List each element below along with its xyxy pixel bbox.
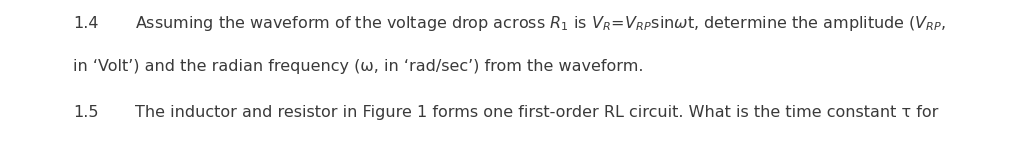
Text: 1.4: 1.4: [73, 16, 99, 31]
Text: in ‘Volt’) and the radian frequency (ω, in ‘rad/sec’) from the waveform.: in ‘Volt’) and the radian frequency (ω, …: [73, 59, 643, 74]
Text: Assuming the waveform of the voltage drop across $R_1$ is $V_R\!=\!V_{RP}$sin$\o: Assuming the waveform of the voltage dro…: [135, 14, 945, 33]
Text: 1.5: 1.5: [73, 105, 99, 120]
Text: The inductor and resistor in Figure 1 forms one first-order RL circuit. What is : The inductor and resistor in Figure 1 fo…: [135, 105, 937, 120]
